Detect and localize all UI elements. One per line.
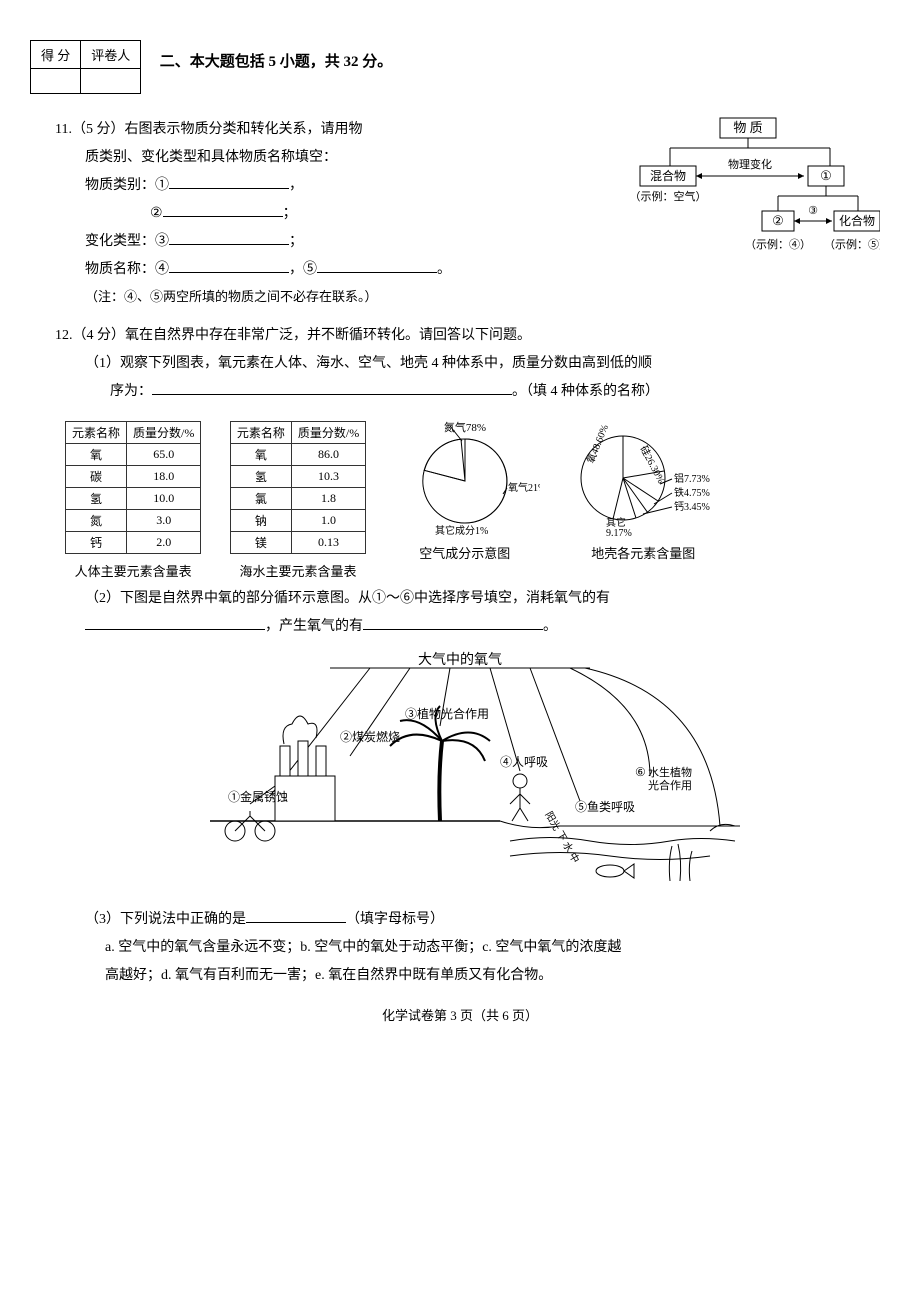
svg-text:⑤鱼类呼吸: ⑤鱼类呼吸 bbox=[575, 800, 635, 814]
seawater-table-block: 元素名称质量分数/% 氧86.0 氢10.3 氯1.8 钠1.0 镁0.13 海… bbox=[225, 416, 371, 580]
seawater-table: 元素名称质量分数/% 氧86.0 氢10.3 氯1.8 钠1.0 镁0.13 bbox=[230, 421, 366, 554]
crust-pie-block: 氧48.60% 硅26.30% 铝7.73% 铁4.75% 钙3.45% 其它 … bbox=[558, 416, 728, 562]
oxygen-cycle-diagram: 大气中的氧气 bbox=[30, 646, 890, 901]
svg-text:化合物: 化合物 bbox=[839, 213, 875, 228]
classification-svg: 物 质 混合物 （示例：空气） 物理变化 ① ② bbox=[620, 116, 880, 281]
blank-12-2a bbox=[85, 613, 265, 630]
blank-11-3 bbox=[169, 228, 289, 245]
human-table-block: 元素名称质量分数/% 氧65.0 碳18.0 氢10.0 氮3.0 钙2.0 人… bbox=[60, 416, 206, 580]
q12-opts2: 高越好；d. 氧气有百利而无一害；e. 氧在自然界中既有单质又有化合物。 bbox=[105, 962, 890, 990]
svg-text:其它成分1%: 其它成分1% bbox=[435, 524, 488, 536]
svg-text:物 质: 物 质 bbox=[733, 120, 762, 135]
blank-12-2b bbox=[363, 613, 543, 630]
svg-text:①: ① bbox=[820, 168, 832, 183]
svg-text:水生植物: 水生植物 bbox=[648, 765, 692, 779]
crust-pie: 氧48.60% 硅26.30% 铝7.73% 铁4.75% 钙3.45% 其它 … bbox=[558, 416, 728, 536]
svg-text:铝7.73%: 铝7.73% bbox=[674, 473, 710, 485]
human-table: 元素名称质量分数/% 氧65.0 碳18.0 氢10.0 氮3.0 钙2.0 bbox=[65, 421, 201, 554]
svg-text:（示例：⑤）: （示例：⑤） bbox=[824, 237, 880, 251]
svg-text:（示例：空气）: （示例：空气） bbox=[630, 189, 707, 203]
cycle-svg: 大气中的氧气 bbox=[180, 646, 740, 896]
svg-text:氧气21%: 氧气21% bbox=[508, 481, 540, 494]
air-pie-block: 氮气78% 氧气21% 其它成分1% 空气成分示意图 bbox=[390, 416, 540, 562]
svg-text:③植物光合作用: ③植物光合作用 bbox=[405, 706, 489, 721]
svg-text:混合物: 混合物 bbox=[650, 168, 686, 183]
blank-12-3 bbox=[246, 906, 346, 923]
question-11: 物 质 混合物 （示例：空气） 物理变化 ① ② bbox=[55, 116, 890, 310]
blank-12-1 bbox=[152, 378, 512, 395]
svg-text:②煤炭燃烧: ②煤炭燃烧 bbox=[340, 729, 400, 744]
svg-text:（示例：④）: （示例：④） bbox=[745, 237, 811, 251]
score-box: 得 分 评卷人 bbox=[30, 40, 141, 94]
blank-11-2 bbox=[163, 200, 283, 217]
q12-stem: 12.（4 分）氧在自然界中存在非常广泛，并不断循环转化。请回答以下问题。 bbox=[55, 322, 890, 350]
score-col1: 得 分 bbox=[31, 41, 81, 69]
blank-11-4 bbox=[169, 256, 289, 273]
svg-text:物理变化: 物理变化 bbox=[728, 157, 772, 171]
data-displays: 元素名称质量分数/% 氧65.0 碳18.0 氢10.0 氮3.0 钙2.0 人… bbox=[60, 416, 890, 580]
blank-11-1 bbox=[169, 172, 289, 189]
svg-text:⑥: ⑥ bbox=[635, 765, 646, 779]
svg-text:光合作用: 光合作用 bbox=[648, 778, 692, 792]
air-pie: 氮气78% 氧气21% 其它成分1% bbox=[390, 416, 540, 536]
svg-text:9.17%: 9.17% bbox=[606, 528, 632, 536]
section-title: 二、本大题包括 5 小题，共 32 分。 bbox=[160, 40, 393, 71]
page-footer: 化学试卷第 3 页（共 6 页） bbox=[30, 1005, 890, 1024]
question-12: 12.（4 分）氧在自然界中存在非常广泛，并不断循环转化。请回答以下问题。 （1… bbox=[55, 322, 890, 406]
svg-text:钙3.45%: 钙3.45% bbox=[674, 500, 710, 513]
blank-11-5 bbox=[317, 256, 437, 273]
classification-diagram: 物 质 混合物 （示例：空气） 物理变化 ① ② bbox=[620, 116, 880, 292]
svg-text:③: ③ bbox=[808, 205, 818, 217]
svg-text:铁4.75%: 铁4.75% bbox=[674, 486, 710, 499]
score-col2: 评卷人 bbox=[81, 41, 141, 69]
q12-opts1: a. 空气中的氧气含量永远不变；b. 空气中的氧处于动态平衡；c. 空气中氧气的… bbox=[105, 934, 890, 962]
svg-text:①金属锈蚀: ①金属锈蚀 bbox=[228, 789, 288, 804]
svg-text:大气中的氧气: 大气中的氧气 bbox=[418, 652, 502, 668]
svg-text:②: ② bbox=[772, 213, 784, 228]
q12-1a: （1）观察下列图表，氧元素在人体、海水、空气、地壳 4 种体系中，质量分数由高到… bbox=[85, 350, 890, 378]
svg-text:④人呼吸: ④人呼吸 bbox=[500, 755, 548, 769]
